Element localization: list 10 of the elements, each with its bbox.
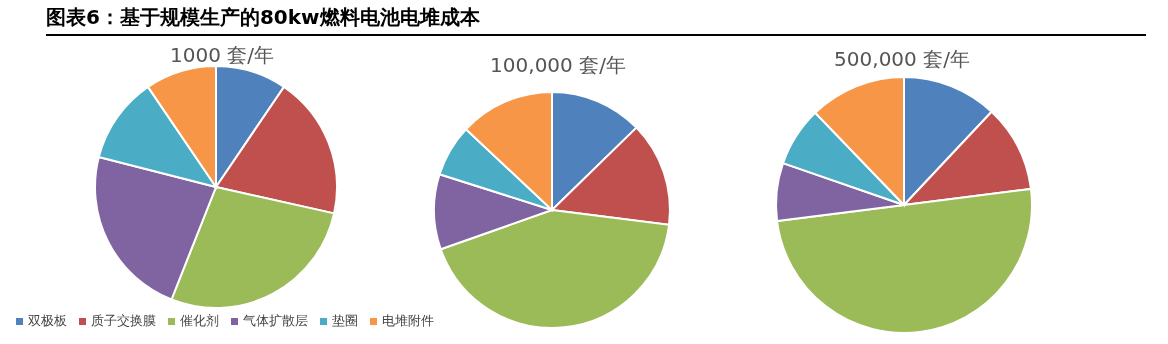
legend-label: 电堆附件 [381,312,434,330]
legend-label: 垫圈 [331,312,358,330]
chart-title: 100,000 套/年 [490,53,626,77]
legend-label: 催化剂 [179,312,219,330]
chart-title: 500,000 套/年 [834,47,970,71]
text: 图表6：基于规模生产的80kw燃料电池电堆成本 [46,4,1146,36]
legend-label: 质子交换膜 [90,312,156,330]
chart-title: 1000 套/年 [170,43,274,67]
legend-label: 双极板 [27,312,67,330]
legend-label: 气体扩散层 [242,312,308,330]
